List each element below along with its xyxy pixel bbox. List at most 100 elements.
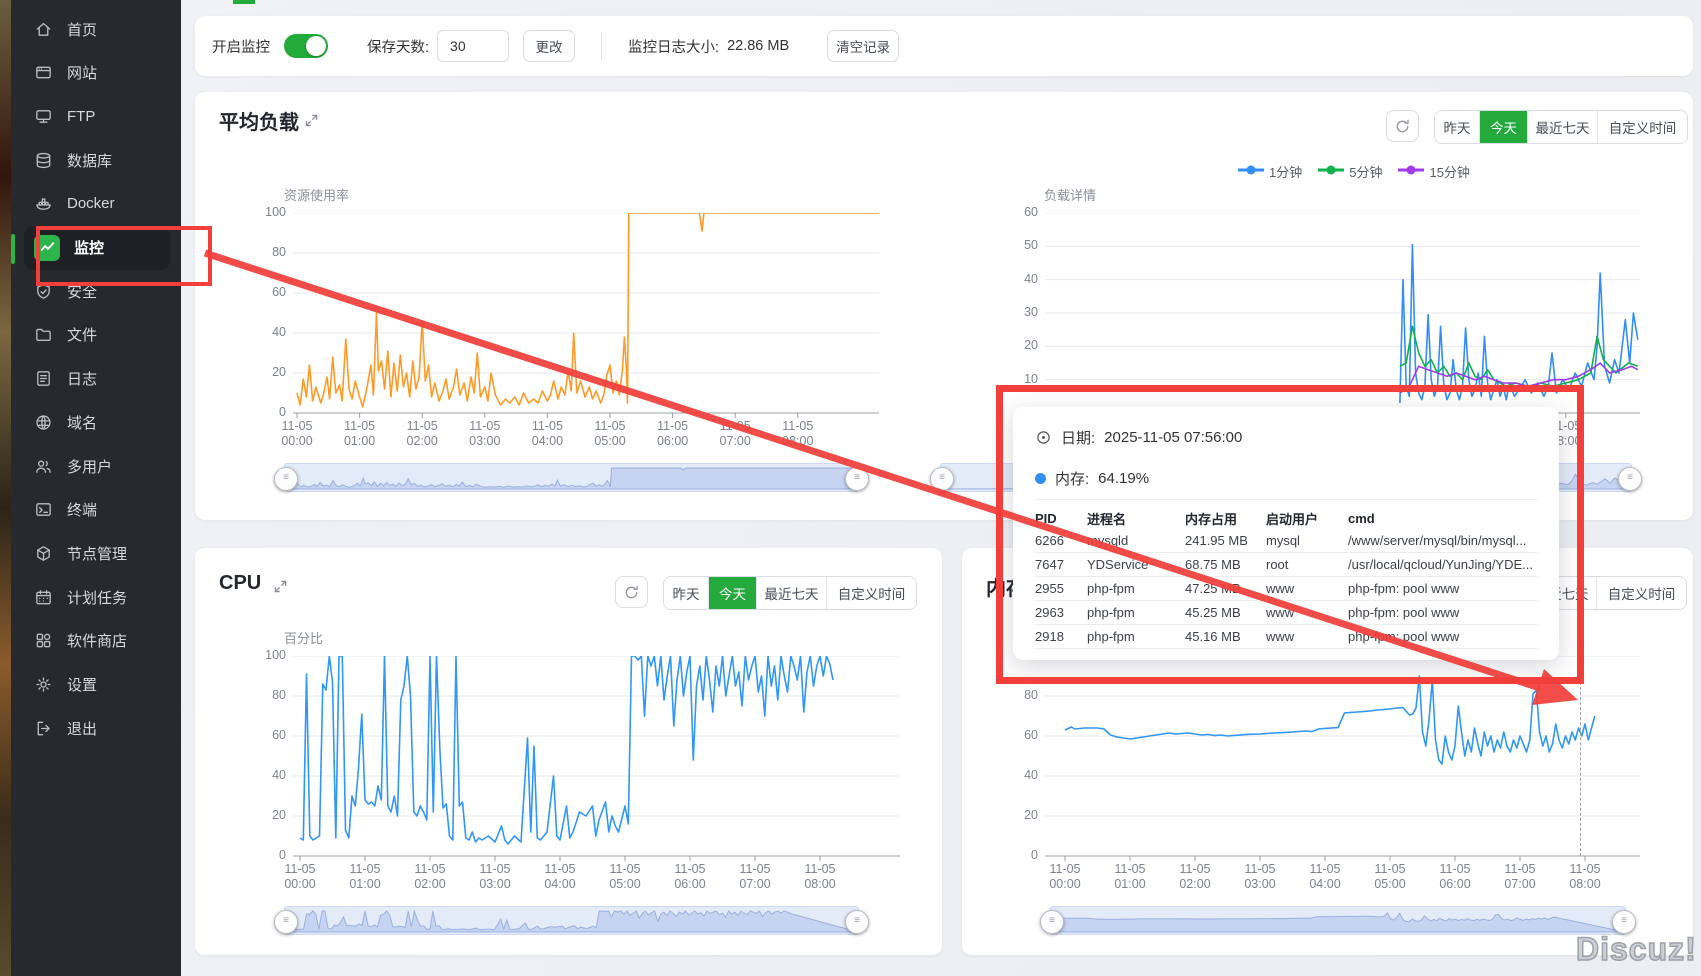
legend-item-5分钟[interactable]: 5分钟 bbox=[1318, 162, 1382, 181]
legend-label: 5分钟 bbox=[1349, 165, 1383, 180]
cpu-ytick: 60 bbox=[272, 728, 286, 742]
expand-icon[interactable] bbox=[303, 112, 320, 134]
database-icon bbox=[34, 151, 53, 170]
resource-usage-xtick: 11-05 07:00 bbox=[719, 419, 751, 448]
change-button[interactable]: 更改 bbox=[523, 30, 576, 62]
load-time-option-3[interactable]: 自定义时间 bbox=[1597, 111, 1687, 143]
legend-item-1分钟[interactable]: 1分钟 bbox=[1238, 162, 1302, 181]
resource-usage-axis-name: 资源使用率 bbox=[284, 188, 350, 203]
cpu-time-option-2[interactable]: 最近七天 bbox=[756, 577, 826, 609]
website-icon bbox=[34, 63, 53, 82]
resource-usage-datazoom-handle-right[interactable]: ≡ bbox=[845, 466, 869, 491]
cpu-chart[interactable] bbox=[293, 656, 900, 862]
sidebar-item-home[interactable]: 首页 bbox=[11, 7, 181, 51]
load-time-option-1[interactable]: 今天 bbox=[1479, 111, 1527, 143]
load-time-option-2[interactable]: 最近七天 bbox=[1527, 111, 1597, 143]
cpu-time-option-1[interactable]: 今天 bbox=[708, 577, 756, 609]
sidebar-item-cron[interactable]: 计划任务 bbox=[11, 575, 181, 619]
log-icon bbox=[34, 369, 53, 388]
load-detail-ytick: 60 bbox=[1024, 205, 1038, 219]
sidebar-item-docker[interactable]: Docker bbox=[11, 182, 181, 226]
sidebar-item-label: 首页 bbox=[67, 21, 98, 39]
globe-icon bbox=[34, 413, 53, 432]
memory-datazoom-handle-left[interactable]: ≡ bbox=[1040, 909, 1064, 934]
memory-hover-marker-line bbox=[1580, 672, 1581, 856]
divider bbox=[601, 32, 603, 60]
load-time-option-0[interactable]: 昨天 bbox=[1435, 111, 1479, 143]
resource-usage-datazoom-handle-left[interactable]: ≡ bbox=[274, 466, 298, 491]
load-detail-datazoom-handle-right[interactable]: ≡ bbox=[1618, 466, 1642, 491]
docker-icon bbox=[34, 194, 53, 213]
cpu-time-option-0[interactable]: 昨天 bbox=[664, 577, 708, 609]
sidebar-item-label: 多用户 bbox=[67, 458, 113, 476]
resource-usage-datazoom-slider[interactable]: ≡ ≡ bbox=[274, 463, 869, 492]
resource-usage-xtick: 11-05 02:00 bbox=[406, 419, 438, 448]
legend-marker-icon bbox=[1398, 164, 1425, 179]
cpu-time-option-3[interactable]: 自定义时间 bbox=[826, 577, 916, 609]
legend-marker-icon bbox=[1318, 164, 1345, 179]
resource-usage-ytick: 60 bbox=[272, 285, 286, 299]
load-time-filter: 昨天 今天 最近七天 自定义时间 bbox=[1434, 110, 1688, 144]
resource-usage-xtick: 11-05 03:00 bbox=[469, 419, 501, 448]
memory-xtick: 11-05 08:00 bbox=[1569, 862, 1601, 891]
keep-days-label: 保存天数: bbox=[367, 39, 430, 56]
mem-time-option-3[interactable]: 自定义时间 bbox=[1596, 577, 1686, 609]
cpu-datazoom-handle-right[interactable]: ≡ bbox=[845, 909, 869, 934]
memory-xtick: 11-05 01:00 bbox=[1114, 862, 1146, 891]
cpu-xtick: 11-05 02:00 bbox=[414, 862, 446, 891]
sidebar-item-monitor[interactable]: 监控 bbox=[24, 225, 170, 270]
sidebar-item-label: 节点管理 bbox=[67, 545, 128, 563]
sidebar-item-exit[interactable]: 退出 bbox=[11, 706, 181, 750]
sidebar-item-logs[interactable]: 日志 bbox=[11, 357, 181, 401]
sidebar-item-app-store[interactable]: 软件商店 bbox=[11, 619, 181, 663]
sidebar-item-ftp[interactable]: FTP bbox=[11, 94, 181, 138]
legend-item-15分钟[interactable]: 15分钟 bbox=[1398, 162, 1470, 181]
desktop-wallpaper-sliver bbox=[0, 0, 11, 976]
resource-usage-chart[interactable] bbox=[293, 213, 879, 419]
monitor-enable-toggle[interactable] bbox=[284, 34, 328, 58]
logout-icon bbox=[34, 719, 53, 738]
memory-datazoom-handle-right[interactable]: ≡ bbox=[1612, 909, 1636, 934]
cpu-datazoom-slider[interactable]: ≡ ≡ bbox=[274, 906, 869, 935]
clear-records-button[interactable]: 清空记录 bbox=[827, 30, 900, 62]
cpu-xtick: 11-05 07:00 bbox=[739, 862, 771, 891]
sidebar-item-database[interactable]: 数据库 bbox=[11, 138, 181, 182]
memory-xtick: 11-05 03:00 bbox=[1244, 862, 1276, 891]
sidebar-item-security[interactable]: 安全 bbox=[11, 269, 181, 313]
memory-chart[interactable] bbox=[1045, 656, 1640, 862]
cpu-xtick: 11-05 08:00 bbox=[804, 862, 836, 891]
expand-icon[interactable] bbox=[272, 578, 289, 600]
resource-usage-xtick: 11-05 08:00 bbox=[782, 419, 814, 448]
sidebar-item-domain[interactable]: 域名 bbox=[11, 400, 181, 444]
sidebar-item-terminal[interactable]: 终端 bbox=[11, 488, 181, 532]
sidebar-item-label: 软件商店 bbox=[67, 633, 128, 651]
load-detail-datazoom-handle-left[interactable]: ≡ bbox=[930, 466, 954, 491]
load-detail-ytick: 10 bbox=[1024, 371, 1038, 386]
sidebar-item-label: 设置 bbox=[67, 677, 98, 694]
memory-datazoom-slider[interactable]: ≡ ≡ bbox=[1040, 906, 1636, 935]
sidebar: 首页网站 FTP 数据库 Docker 监控安全 文件 日志 域名多用户终端节点管理计划任务软… bbox=[11, 0, 181, 976]
memory-xtick: 11-05 00:00 bbox=[1049, 862, 1081, 891]
sidebar-item-settings[interactable]: 设置 bbox=[11, 663, 181, 707]
sidebar-item-multiuser[interactable]: 多用户 bbox=[11, 444, 181, 488]
sidebar-item-node-manage[interactable]: 节点管理 bbox=[11, 531, 181, 575]
cpu-datazoom-handle-left[interactable]: ≡ bbox=[274, 909, 298, 934]
cube-icon bbox=[34, 544, 53, 563]
resource-usage-ytick: 80 bbox=[272, 245, 286, 259]
load-detail-ytick: 30 bbox=[1024, 305, 1038, 319]
sidebar-item-label: 数据库 bbox=[67, 152, 113, 170]
cpu-refresh-button[interactable] bbox=[615, 576, 648, 608]
sidebar-item-label: 监控 bbox=[74, 240, 105, 257]
resource-usage-ytick: 100 bbox=[265, 205, 286, 219]
nav-tab-indicator bbox=[233, 0, 255, 4]
cpu-xtick: 11-05 00:00 bbox=[284, 862, 316, 891]
sidebar-item-label: 退出 bbox=[67, 720, 98, 738]
sidebar-item-website[interactable]: 网站 bbox=[11, 51, 181, 95]
keep-days-input[interactable] bbox=[437, 30, 510, 62]
active-item-indicator bbox=[11, 234, 15, 264]
sidebar-item-label: 终端 bbox=[67, 502, 98, 520]
load-refresh-button[interactable] bbox=[1386, 110, 1419, 142]
cpu-xtick: 11-05 01:00 bbox=[349, 862, 381, 891]
sidebar-item-files[interactable]: 文件 bbox=[11, 313, 181, 357]
resource-usage-xtick: 11-05 05:00 bbox=[594, 419, 626, 448]
